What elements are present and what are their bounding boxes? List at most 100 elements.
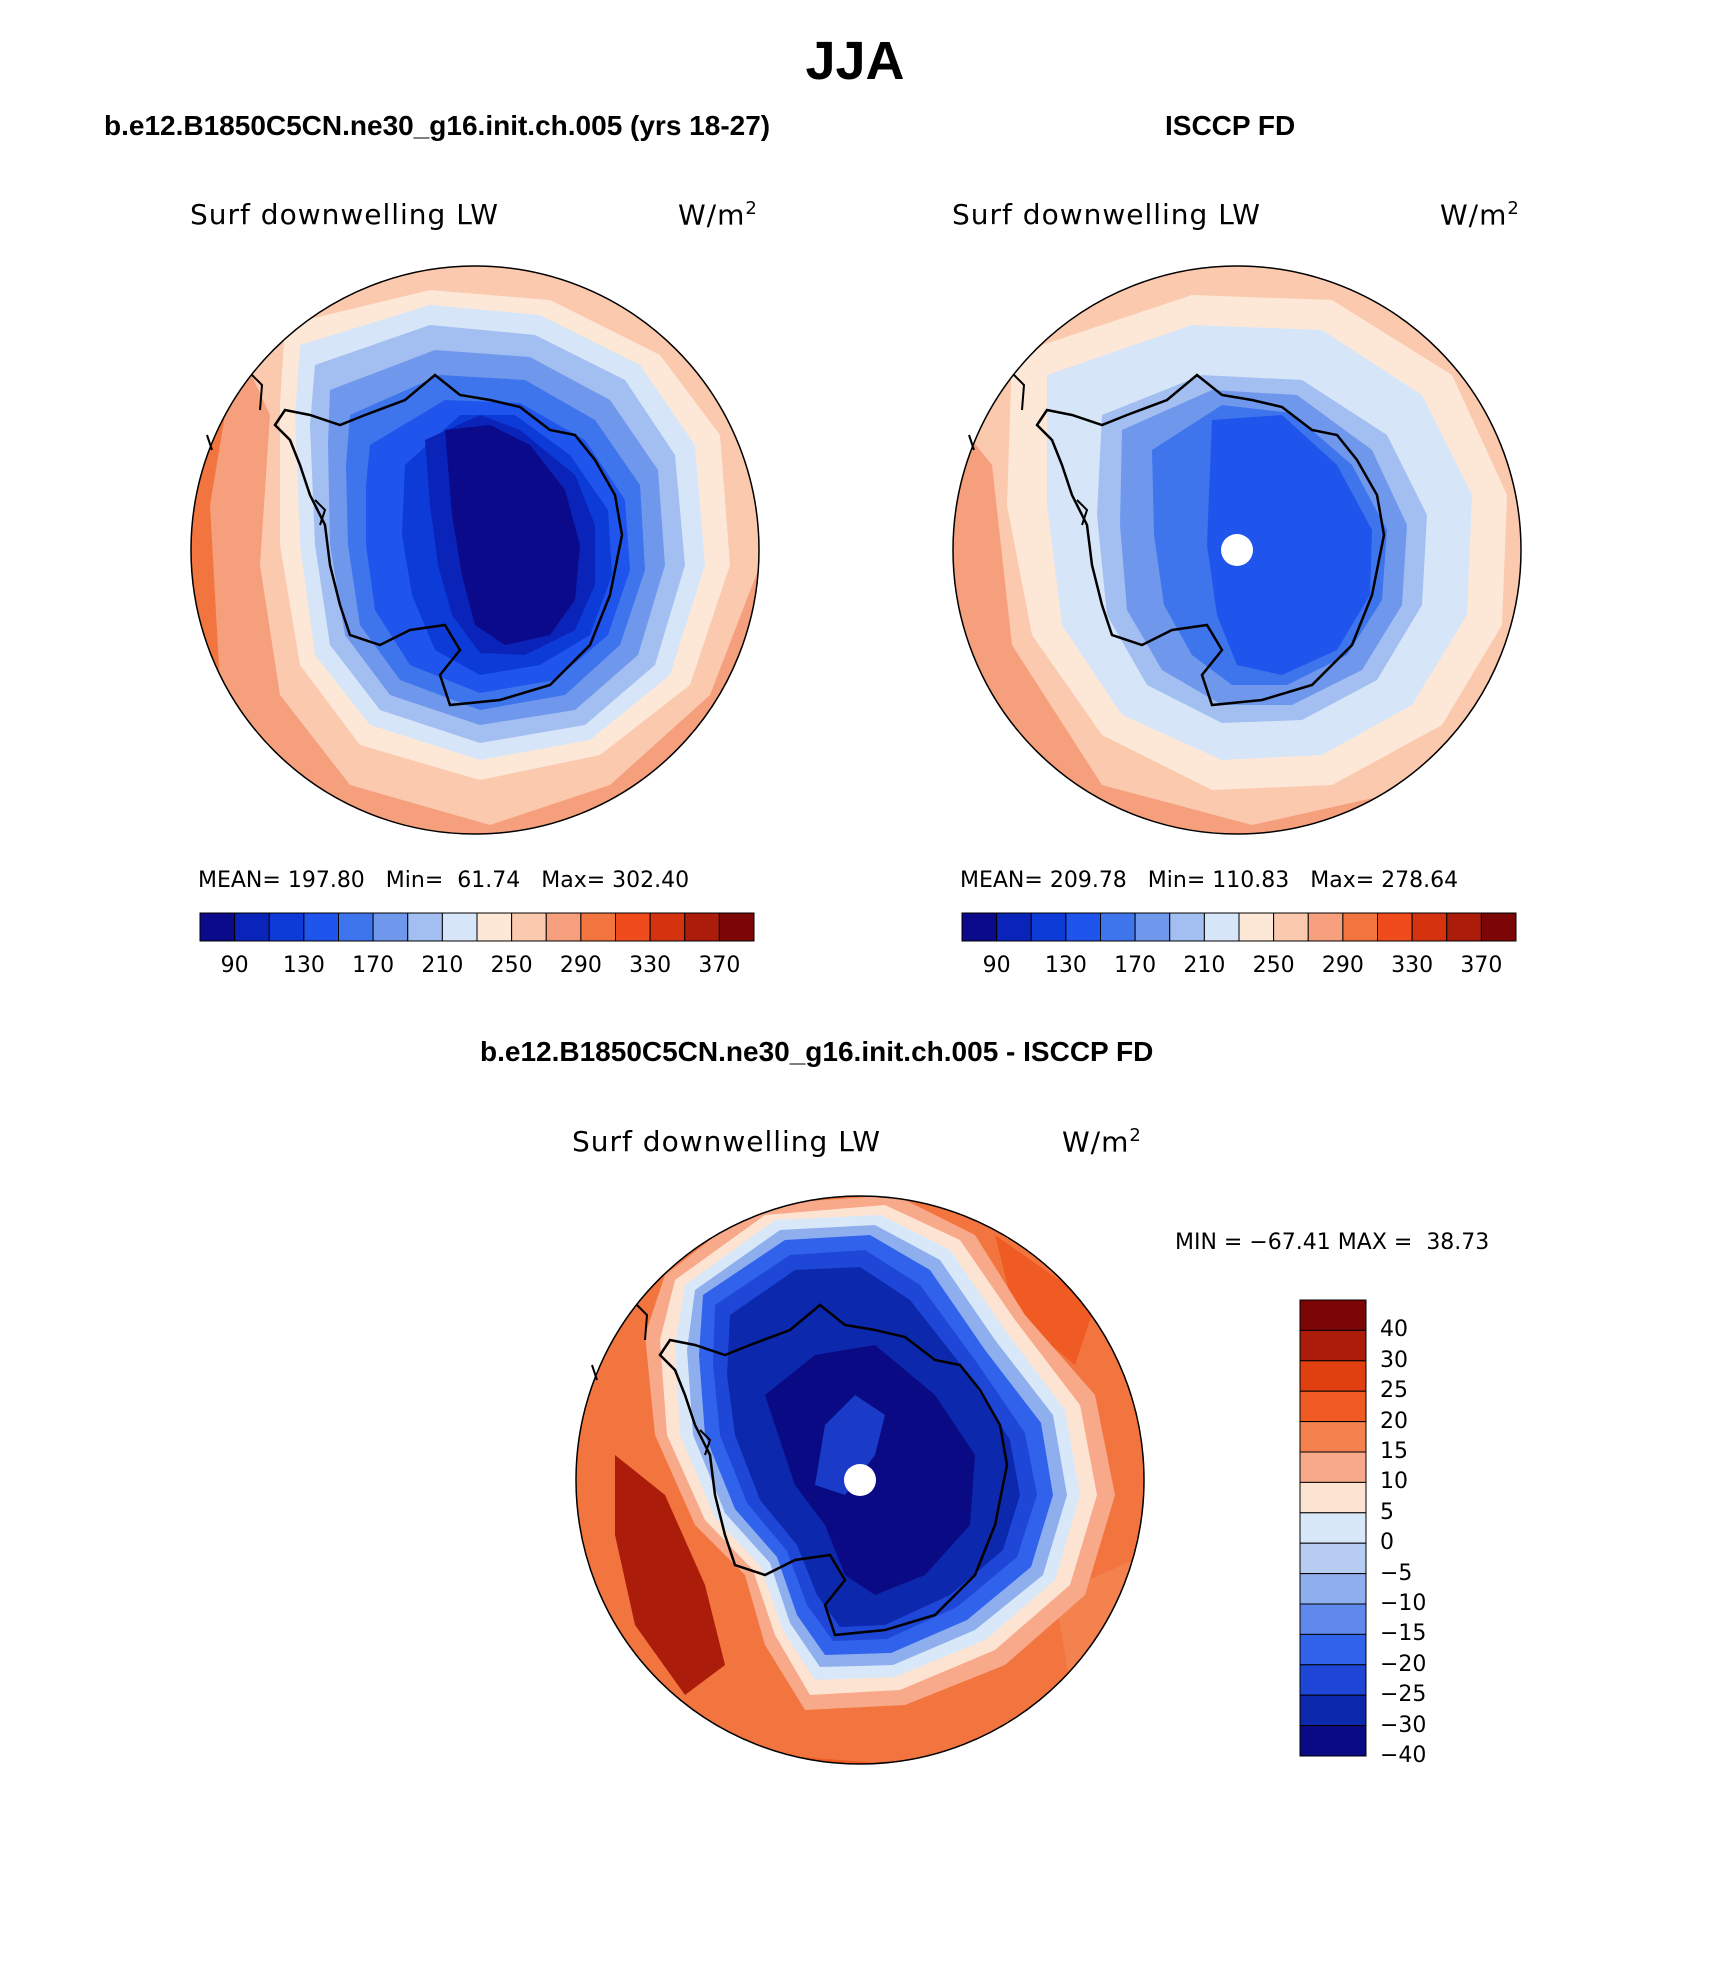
panel2-title: ISCCP FD [1165,110,1296,141]
panel1-colorbar-tick-label: 250 [490,953,533,978]
panel3-colorbar-swatch [1299,1725,1367,1757]
panel3-colorbar-swatch [1299,1360,1367,1392]
panel3-colorbar-swatch [1299,1481,1367,1514]
panel2-colorbar-swatch [1411,912,1448,942]
panel2-polar-map [952,265,1522,835]
panel1-polar-map [190,265,760,835]
panel3-colorbar-swatch [1299,1421,1367,1453]
panel3-colorbar-tick-label: 5 [1380,1499,1394,1525]
panel3-colorbar-swatch [1299,1664,1367,1696]
panel2-colorbar-tick-label: 130 [1044,953,1087,978]
panel3-colorbar-swatch [1299,1299,1367,1331]
panel2-colorbar-tick-label: 370 [1460,953,1503,978]
panel3-colorbar-tick-label: 15 [1380,1439,1408,1464]
figure-title: JJA [805,31,905,91]
panel3-colorbar-tick-label: 40 [1380,1317,1408,1343]
panel2-colorbar-swatch [1238,912,1275,942]
panel1-colorbar-tick-label: 210 [421,953,464,978]
panel2-colorbar-swatch [1100,912,1136,942]
panel1-colorbar-tick-label: 330 [629,953,672,978]
panel2-colorbar-tick-label: 330 [1391,953,1434,978]
panel3-colorbar-ticks: 40 30 25 20 15 10 5 0 −5 −10 −15 −20 −25 −30 −40 [1380,1300,1480,1768]
panel1-colorbar-swatch [338,912,374,942]
panel1-colorbar-swatch [511,912,547,942]
panel1-colorbar-swatch [234,912,270,942]
panel3-colorbar-tick-label: 0 [1380,1530,1394,1556]
panel3-colorbar-tick-label: −30 [1380,1712,1427,1738]
panel1-colorbar-swatch [476,912,513,942]
panel3-colorbar-swatch [1299,1694,1367,1727]
panel3-colorbar-tick-label: −20 [1380,1651,1427,1677]
panel1-colorbar-swatch [268,912,305,942]
panel2-colorbar [961,912,1517,942]
panel1-stats: MEAN= 197.80 Min= 61.74 Max= 302.40 [198,868,690,893]
panel1-colorbar-swatch [199,912,236,942]
panel1-colorbar-tick-label: 130 [282,953,325,978]
panel3-colorbar-swatch [1299,1633,1367,1666]
panel2-colorbar-swatch [1307,912,1344,942]
panel1-colorbar-tick-label: 290 [559,953,602,978]
panel1-colorbar-swatch [580,912,616,942]
panel1-title: b.e12.B1850C5CN.ne30_g16.init.ch.005 (yr… [104,110,771,141]
panel3-colorbar-swatch [1299,1573,1367,1605]
panel3-stats: MIN = −67.41 MAX = 38.73 [1175,1230,1490,1255]
panel3-colorbar-swatch [1299,1512,1367,1544]
panel1-colorbar-swatch [649,912,686,942]
panel3-colorbar-tick-label: −40 [1380,1743,1427,1768]
panel1-colorbar-swatch [372,912,409,942]
panel3-colorbar-tick-label: 20 [1380,1408,1408,1434]
panel3-colorbar-tick-label: −10 [1380,1591,1427,1616]
panel3-colorbar-swatch [1299,1390,1367,1423]
panel1-colorbar-tick-label: 170 [352,953,395,978]
panel2-colorbar-swatch [1065,912,1101,942]
panel2-colorbar-swatch [1273,912,1309,942]
panel3-units-label: W/m2 [1062,1125,1142,1159]
panel1-colorbar-tick-label: 370 [698,953,741,978]
panel2-colorbar-swatch [1377,912,1413,942]
panel1-colorbar-swatch [441,912,478,942]
panel1-colorbar-swatch [407,912,443,942]
panel2-colorbar-swatch [996,912,1032,942]
panel2-colorbar-swatch [1342,912,1378,942]
panel2-colorbar-swatch [1030,912,1067,942]
panel3-variable-label: Surf downwelling LW [572,1125,881,1158]
panel1-units-label: W/m2 [678,198,758,232]
panel1-colorbar [199,912,755,942]
panel3-colorbar-tick-label: 30 [1380,1347,1408,1373]
panel2-colorbar-tick-label: 250 [1252,953,1295,978]
panel2-colorbar-swatch [1446,912,1482,942]
panel1-colorbar-swatch [718,912,755,942]
panel2-units-label: W/m2 [1440,198,1520,232]
panel1-colorbar-swatch [545,912,582,942]
panel1-colorbar-tick-label: 90 [220,953,249,978]
panel3-polar-map [575,1195,1145,1765]
panel3-title: b.e12.B1850C5CN.ne30_g16.init.ch.005 - I… [480,1036,1154,1067]
panel1-variable-label: Surf downwelling LW [190,198,499,231]
panel2-colorbar-swatch [961,912,998,942]
panel3-colorbar-tick-label: 10 [1380,1469,1408,1495]
panel1-colorbar-swatch [303,912,339,942]
panel3-colorbar-swatch [1299,1542,1367,1575]
panel2-colorbar-swatch [1134,912,1171,942]
panel3-colorbar-swatch [1299,1603,1367,1635]
panel2-colorbar-tick-label: 90 [982,953,1011,978]
panel3-colorbar [1299,1299,1367,1757]
panel3-colorbar-swatch [1299,1451,1367,1483]
panel3-colorbar-tick-label: 25 [1380,1378,1408,1404]
panel1-colorbar-swatch [684,912,720,942]
panel1-colorbar-swatch [615,912,651,942]
panel3-colorbar-tick-label: −5 [1380,1560,1413,1586]
panel3-colorbar-tick-label: −15 [1380,1621,1427,1647]
panel2-colorbar-tick-label: 210 [1183,953,1226,978]
panel2-colorbar-swatch [1169,912,1205,942]
panel2-variable-label: Surf downwelling LW [952,198,1261,231]
panel3-colorbar-swatch [1299,1329,1367,1362]
panel1-colorbar-ticks: 90 130 170 210 250 290 330 370 [200,953,754,983]
panel2-colorbar-swatch [1203,912,1240,942]
panel2-colorbar-tick-label: 170 [1114,953,1157,978]
panel2-colorbar-ticks: 90 130 170 210 250 290 330 370 [962,953,1516,983]
panel2-stats: MEAN= 209.78 Min= 110.83 Max= 278.64 [960,868,1459,893]
panel3-colorbar-tick-label: −25 [1380,1682,1427,1708]
panel2-colorbar-swatch [1480,912,1517,942]
panel2-colorbar-tick-label: 290 [1321,953,1364,978]
